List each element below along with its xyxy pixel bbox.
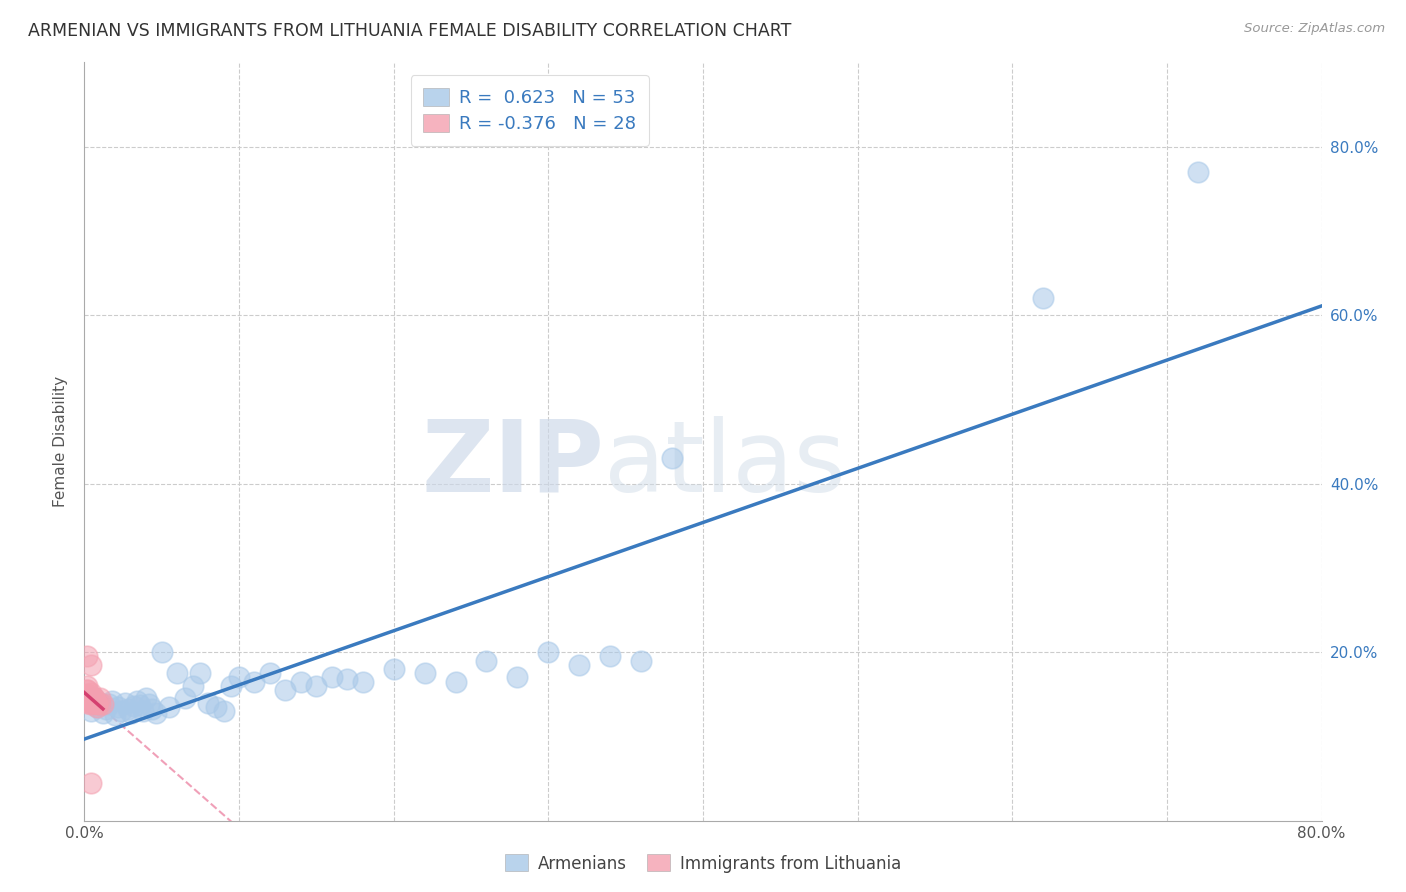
Text: atlas: atlas: [605, 416, 845, 513]
Point: [83, 696, 105, 710]
Point: [475, 654, 498, 668]
Point: [135, 691, 157, 706]
Point: [76, 696, 98, 710]
Point: [1032, 291, 1054, 305]
Point: [83, 691, 105, 706]
Point: [352, 674, 374, 689]
Point: [205, 699, 228, 714]
Point: [79, 691, 101, 706]
Point: [181, 679, 204, 693]
Point: [120, 706, 142, 720]
Point: [290, 674, 312, 689]
Legend: R =  0.623   N = 53, R = -0.376   N = 28: R = 0.623 N = 53, R = -0.376 N = 28: [411, 75, 650, 145]
Point: [212, 704, 235, 718]
Point: [259, 666, 281, 681]
Point: [336, 672, 359, 686]
Point: [661, 451, 683, 466]
Point: [159, 699, 180, 714]
Point: [86, 698, 108, 712]
Point: [79, 689, 101, 703]
Point: [94, 702, 117, 716]
Point: [1187, 165, 1209, 179]
Point: [76, 683, 98, 698]
Point: [79, 698, 101, 712]
Point: [321, 670, 343, 684]
Point: [89, 698, 111, 712]
Point: [79, 776, 101, 790]
Point: [568, 657, 591, 672]
Point: [150, 645, 173, 659]
Point: [86, 699, 108, 714]
Point: [79, 685, 101, 699]
Point: [98, 698, 121, 712]
Point: [243, 674, 266, 689]
Text: ARMENIAN VS IMMIGRANTS FROM LITHUANIA FEMALE DISABILITY CORRELATION CHART: ARMENIAN VS IMMIGRANTS FROM LITHUANIA FE…: [28, 22, 792, 40]
Point: [413, 666, 436, 681]
Point: [91, 706, 114, 720]
Point: [89, 696, 111, 710]
Point: [444, 674, 467, 689]
Point: [79, 691, 101, 706]
Point: [107, 699, 129, 714]
Y-axis label: Female Disability: Female Disability: [53, 376, 69, 508]
Point: [76, 649, 98, 664]
Point: [166, 666, 188, 681]
Point: [83, 691, 105, 706]
Point: [125, 694, 148, 708]
Point: [145, 706, 167, 720]
Point: [305, 679, 328, 693]
Point: [76, 683, 98, 698]
Point: [76, 689, 98, 703]
Point: [86, 699, 108, 714]
Point: [86, 696, 108, 710]
Point: [219, 679, 242, 693]
Point: [117, 701, 139, 715]
Point: [197, 696, 219, 710]
Point: [76, 694, 98, 708]
Point: [274, 683, 297, 698]
Point: [599, 649, 621, 664]
Point: [630, 654, 652, 668]
Point: [79, 657, 101, 672]
Legend: Armenians, Immigrants from Lithuania: Armenians, Immigrants from Lithuania: [498, 847, 908, 880]
Point: [79, 704, 101, 718]
Text: ZIP: ZIP: [422, 416, 605, 513]
Point: [141, 702, 163, 716]
Point: [188, 666, 211, 681]
Point: [83, 696, 105, 710]
Point: [506, 670, 529, 684]
Point: [91, 698, 114, 712]
Point: [382, 662, 405, 676]
Point: [138, 698, 160, 712]
Point: [101, 694, 124, 708]
Point: [89, 691, 111, 706]
Point: [114, 696, 136, 710]
Point: [104, 708, 127, 723]
Point: [129, 698, 152, 713]
Point: [76, 689, 98, 703]
Point: [83, 694, 105, 708]
Point: [537, 645, 560, 659]
Point: [228, 670, 250, 684]
Point: [76, 679, 98, 693]
Point: [76, 694, 98, 708]
Text: Source: ZipAtlas.com: Source: ZipAtlas.com: [1244, 22, 1385, 36]
Point: [174, 691, 197, 706]
Point: [110, 704, 132, 718]
Point: [76, 687, 98, 701]
Point: [83, 691, 105, 706]
Point: [132, 704, 155, 718]
Point: [122, 699, 145, 714]
